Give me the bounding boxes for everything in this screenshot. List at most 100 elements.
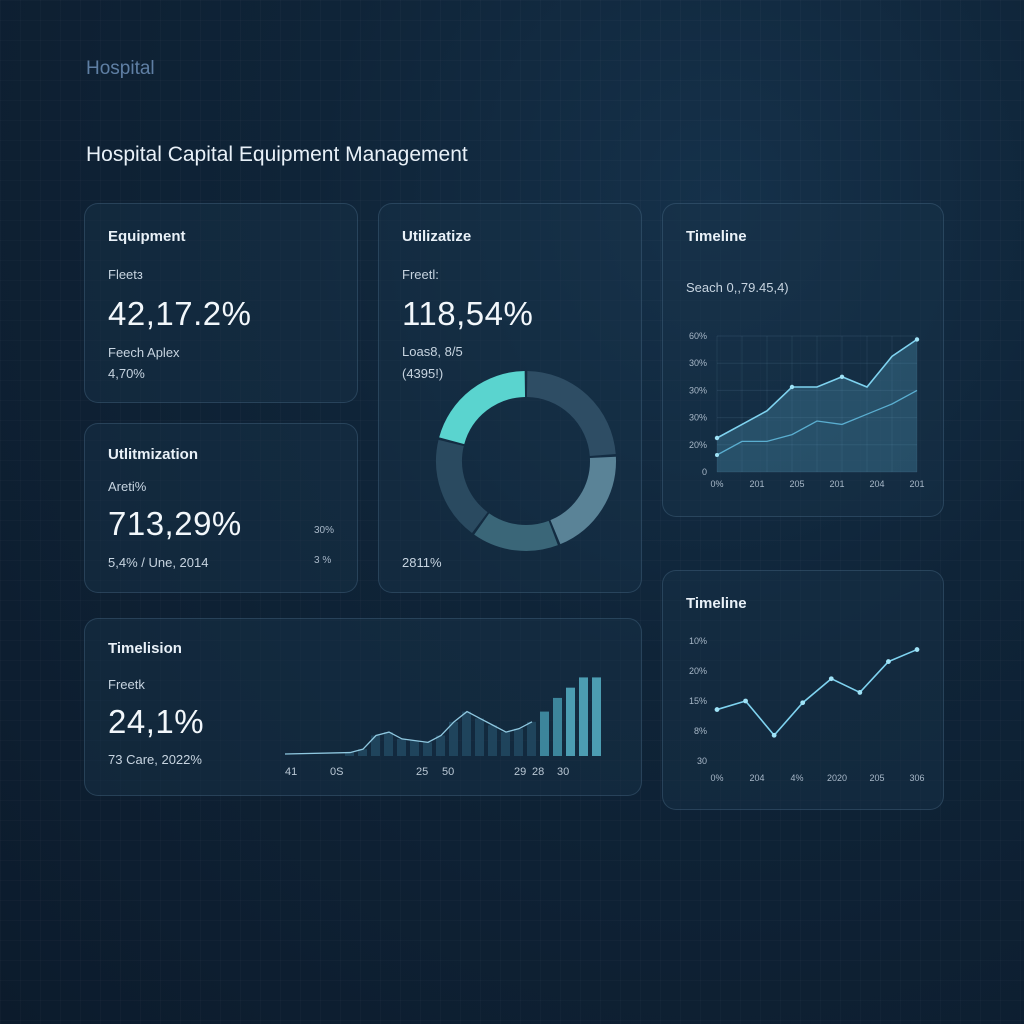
search-readout: Seach 0,,79.45,4)	[686, 280, 789, 295]
line-chart: 10% 20% 15% 8% 300% 204 4% 2020 205 306	[689, 636, 925, 783]
metric-value: 713,29%	[108, 505, 242, 542]
utilization-secondary-card[interactable]: Utlitmization Areti% 713,29% 5,4% / Une,…	[84, 423, 358, 593]
bar	[358, 749, 367, 756]
x-tick-label: 30	[557, 766, 569, 778]
metric-sub-value: (4395!)	[402, 366, 444, 381]
x-tick-label: 0S	[330, 766, 343, 778]
series-line	[716, 389, 918, 456]
donut-slice	[439, 371, 526, 445]
metric-right-top: 30%	[314, 525, 335, 536]
x-tick-label: 29	[514, 766, 526, 778]
bar	[566, 687, 575, 756]
bar	[592, 677, 601, 756]
donut-chart	[436, 371, 616, 551]
brand-label: Hospital	[86, 58, 155, 79]
data-point	[914, 647, 920, 652]
donut-slice	[474, 513, 558, 551]
y-tick-label: 10%	[689, 636, 707, 646]
timeline-line-card[interactable]: Timeline 10% 20% 15% 8% 30 0% 204 4% 2020 205 306	[662, 570, 944, 810]
y-tick-label: 20%	[689, 666, 707, 676]
y-tick-label: 8%	[694, 726, 707, 736]
utilization-card[interactable]: Utilizatize Freetl: 118,54% Loas8, 8/5 (…	[378, 203, 642, 593]
timelision-card[interactable]: Timelision Freetk 24,1% 73 Care, 2022% 4…	[84, 618, 642, 796]
x-tick-label: 201	[829, 479, 844, 489]
metric-value: 118,54%	[402, 295, 534, 332]
bar-chart: 41 0S 25 50 29 28 30	[284, 677, 601, 778]
card-title: Equipment	[108, 228, 186, 245]
bar	[345, 752, 354, 756]
data-point	[828, 676, 834, 682]
bar	[397, 738, 406, 756]
card-title: Utlitmization	[108, 446, 198, 463]
series-line	[716, 338, 918, 439]
y-tick-label: 30	[697, 756, 707, 766]
bar	[553, 697, 562, 756]
donut-slice	[549, 456, 616, 545]
area-chart: 60% 30% 30% 30% 20% 00% 201 205 201 204 201	[689, 331, 925, 489]
data-point	[714, 707, 720, 712]
card-title: Timelision	[108, 640, 182, 657]
metric-label: Areti%	[108, 479, 147, 494]
equipment-card[interactable]: Equipment Fleetз 42,17.2% Feech Aplex 4,…	[84, 203, 358, 403]
series-line	[716, 648, 918, 737]
y-tick-label: 0	[702, 467, 707, 477]
x-tick-label: 201	[909, 479, 924, 489]
bar	[527, 721, 536, 756]
bar	[540, 711, 549, 756]
bar	[514, 728, 523, 756]
x-tick-label: 205	[789, 479, 804, 489]
x-tick-label: 306	[909, 773, 924, 783]
x-tick-label: 2020	[827, 773, 847, 783]
data-point	[714, 435, 720, 441]
y-tick-label: 30%	[689, 358, 707, 368]
page-title: Hospital Capital Equipment Management	[86, 143, 468, 166]
metric-sub-label: Loas8, 8/5	[402, 344, 463, 359]
bar-trend-line	[284, 710, 533, 755]
metric-right-bottom: 3 %	[314, 555, 332, 566]
bar	[501, 732, 510, 756]
x-tick-label: 41	[285, 766, 297, 778]
data-point	[839, 374, 845, 379]
card-title: Utilizatize	[402, 228, 472, 245]
y-tick-label: 20%	[689, 440, 707, 450]
y-tick-label: 15%	[689, 696, 707, 706]
donut-footer: 2811%	[402, 555, 442, 570]
bar	[579, 677, 588, 756]
timeline-area-card[interactable]: Timeline Seach 0,,79.45,4) 60% 30% 30% 30% 2…	[662, 203, 944, 517]
metric-sub-value: 4,70%	[108, 366, 145, 381]
bar	[462, 711, 471, 756]
donut-slice	[526, 371, 616, 457]
x-tick-label: 205	[869, 773, 884, 783]
metric-sub: 5,4% / Une, 2014	[108, 555, 209, 570]
metric-label: Freetk	[108, 677, 145, 692]
bar	[488, 725, 497, 756]
bar	[423, 742, 432, 756]
x-tick-label: 201	[749, 479, 764, 489]
metric-sub-label: Feech Aplex	[108, 345, 180, 360]
metric-value: 24,1%	[108, 703, 205, 740]
area-fill	[717, 339, 917, 472]
y-tick-label: 30%	[689, 413, 707, 423]
data-point	[857, 690, 863, 695]
bar	[384, 732, 393, 756]
card-title: Timeline	[686, 228, 747, 245]
data-point	[914, 337, 920, 342]
bar	[436, 735, 445, 756]
metric-value: 42,17.2%	[108, 295, 252, 332]
x-tick-label: 204	[749, 773, 764, 783]
data-point	[789, 384, 795, 390]
x-tick-label: 50	[442, 766, 454, 778]
data-point	[886, 659, 891, 664]
x-tick-label: 0%	[710, 479, 723, 489]
card-title: Timeline	[686, 595, 747, 612]
data-point	[771, 732, 777, 738]
data-point	[800, 700, 806, 706]
data-point	[743, 698, 748, 704]
x-tick-label: 28	[532, 766, 544, 778]
y-tick-label: 60%	[689, 331, 707, 341]
bar	[371, 735, 380, 756]
metric-label: Freetl:	[402, 267, 439, 282]
bar	[475, 718, 484, 756]
donut-slice	[436, 439, 489, 534]
